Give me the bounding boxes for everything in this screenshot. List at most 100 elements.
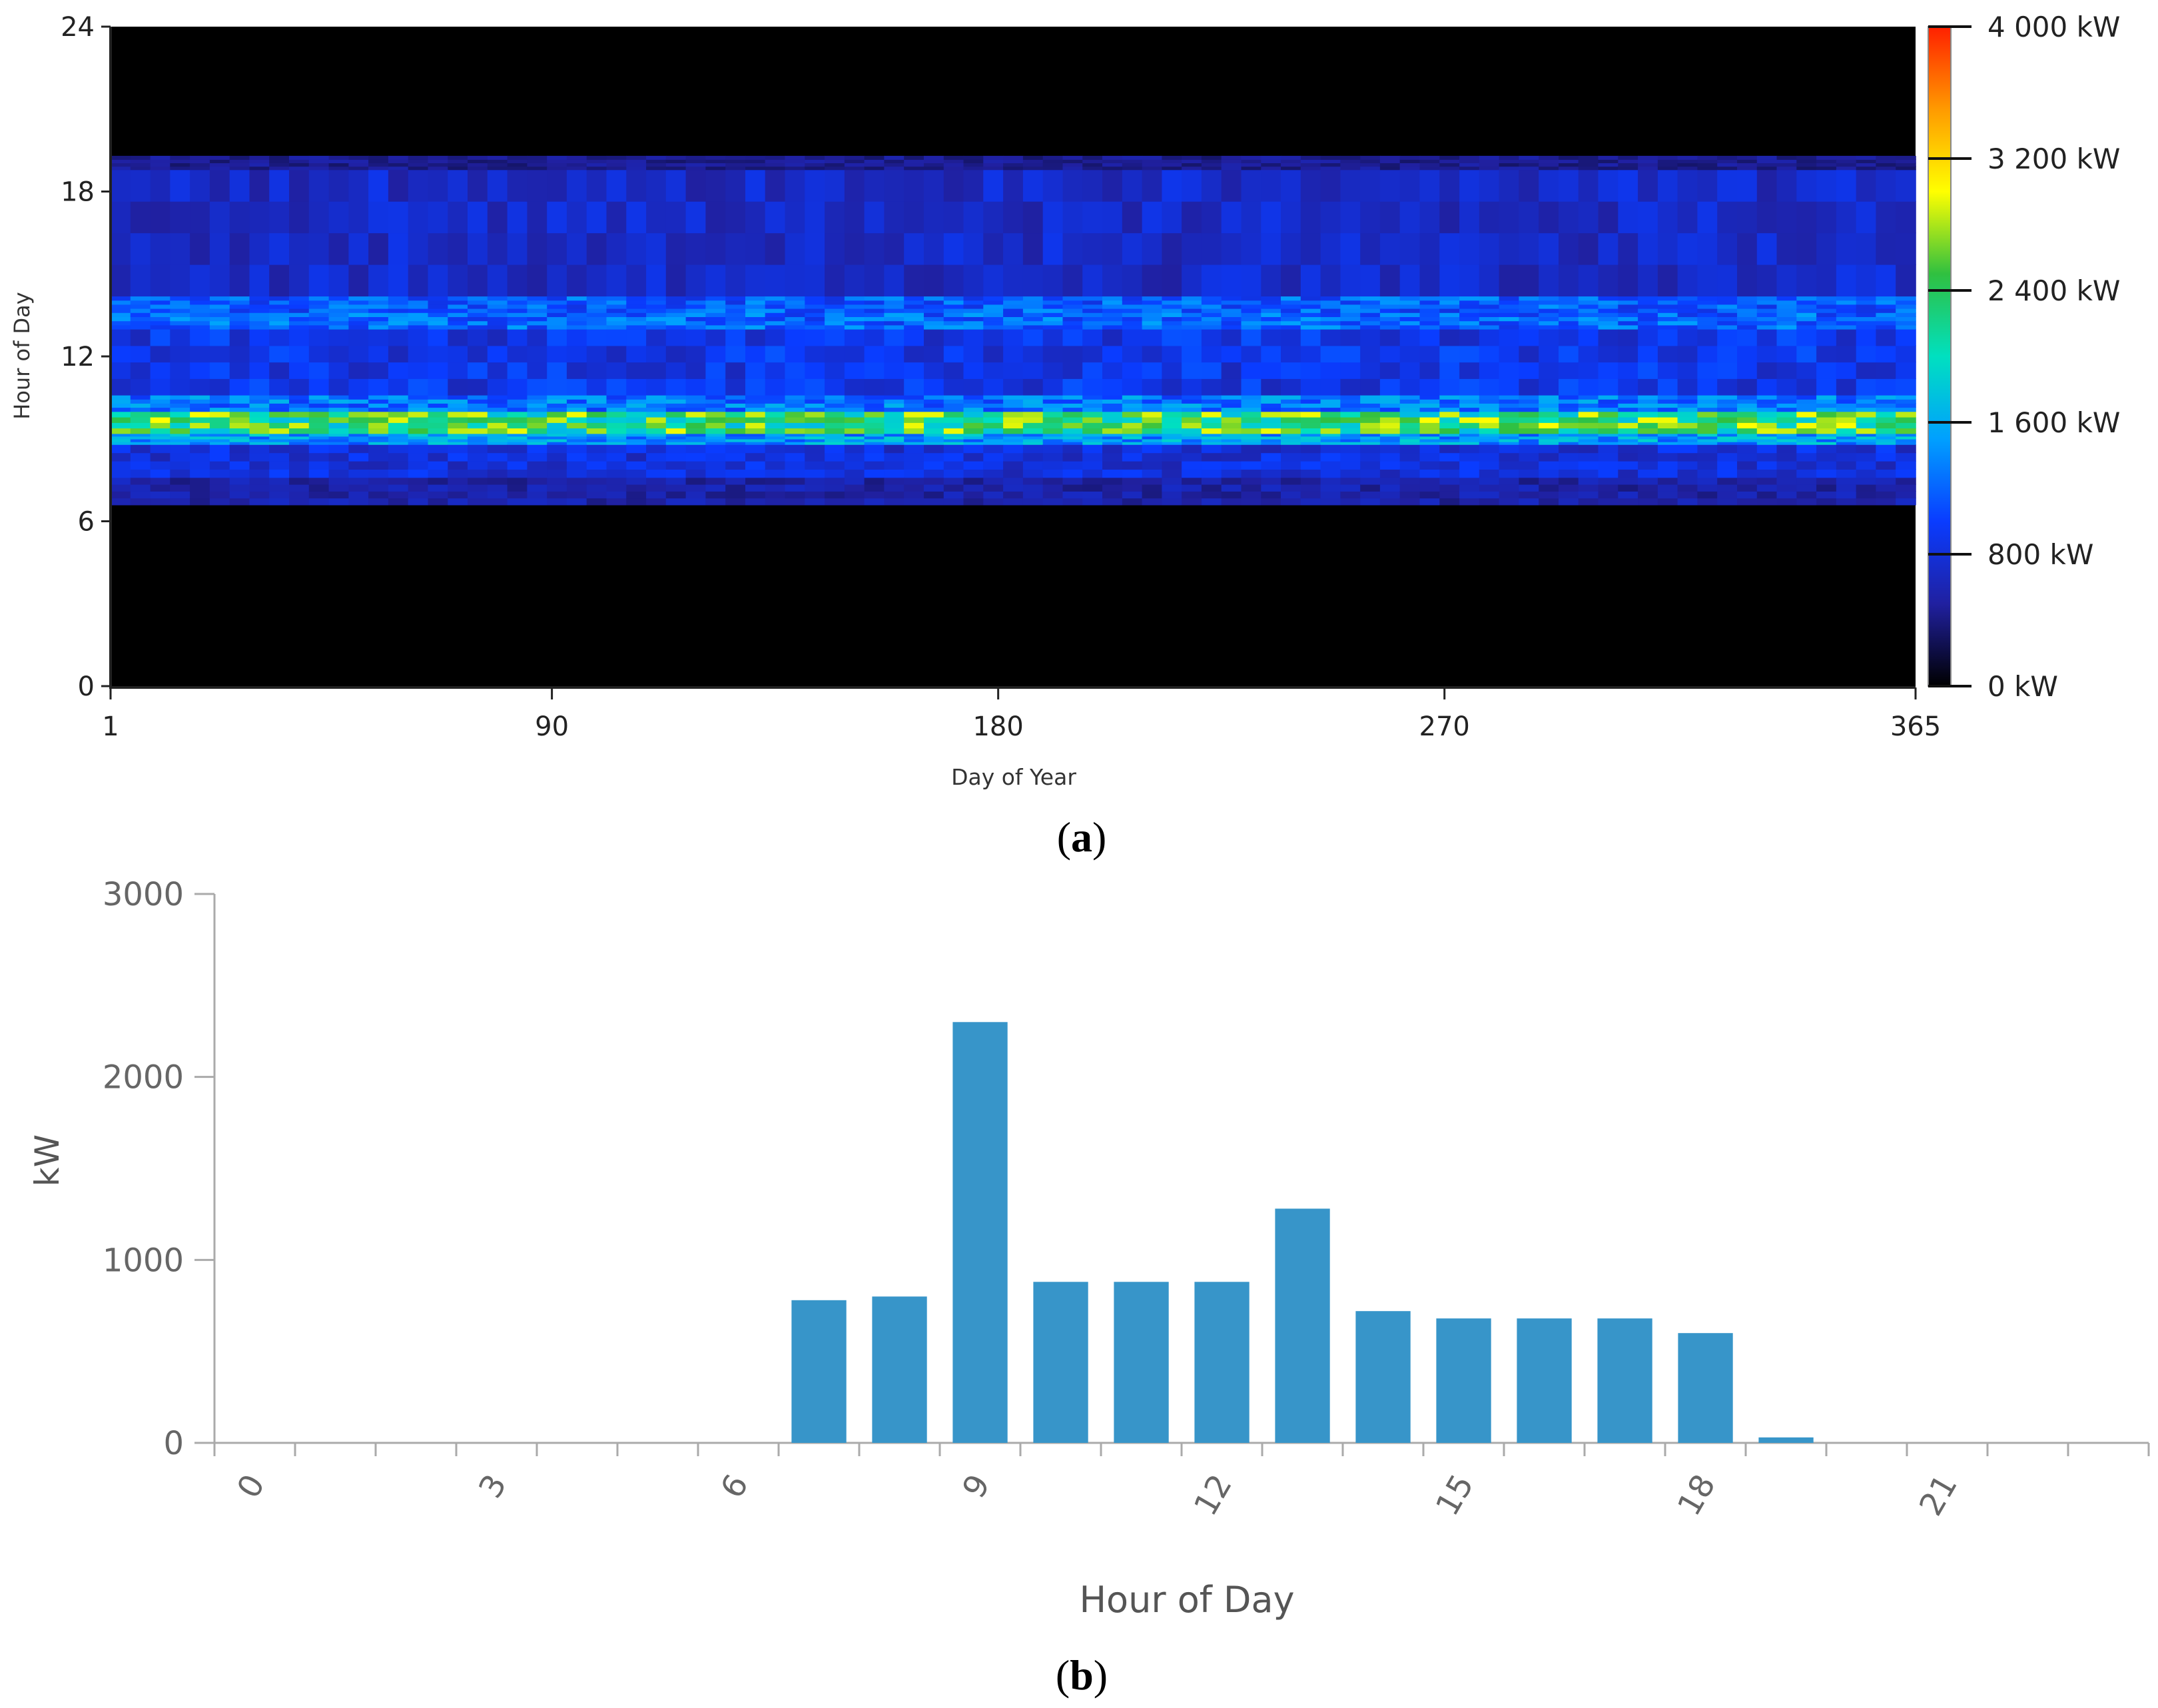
- heatmap-cell: [408, 436, 429, 440]
- heatmap-cell: [209, 378, 230, 396]
- heatmap-cell: [1142, 394, 1163, 400]
- heatmap-cell: [725, 316, 746, 322]
- heatmap-cell: [1261, 378, 1281, 396]
- heatmap-cell: [1598, 345, 1619, 363]
- heatmap-cell: [1261, 232, 1281, 265]
- heatmap-cell: [111, 452, 131, 462]
- heatmap-cell: [328, 362, 350, 379]
- heatmap-cell: [1816, 166, 1837, 171]
- heatmap-cell: [725, 436, 746, 440]
- heatmap-cell: [111, 300, 131, 305]
- heatmap-cell: [924, 159, 944, 163]
- heatmap-cell: [1281, 328, 1301, 346]
- heatmap-cell: [368, 407, 389, 412]
- heatmap-cell: [1876, 444, 1896, 454]
- heatmap-cell: [269, 411, 290, 418]
- heatmap-cell: [111, 362, 131, 379]
- heatmap-cell: [1539, 411, 1559, 418]
- heatmap-cell: [1677, 324, 1698, 330]
- heatmap-cell: [805, 324, 825, 330]
- heatmap-cell: [209, 312, 230, 317]
- heatmap-cell: [1379, 320, 1401, 326]
- heatmap-cell: [1519, 304, 1539, 309]
- heatmap-cell: [408, 201, 429, 234]
- heatmap-cell: [825, 264, 845, 296]
- heatmap-cell: [428, 166, 449, 171]
- heatmap-cell: [1737, 320, 1758, 326]
- heatmap-cell: [1320, 452, 1341, 462]
- heatmap-cell: [1439, 316, 1460, 322]
- heatmap-cell: [1697, 166, 1718, 171]
- heatmap-cell: [1876, 232, 1896, 265]
- heatmap-cell: [1320, 166, 1341, 171]
- heatmap-cell: [547, 304, 567, 309]
- heatmap-cell: [1519, 300, 1539, 305]
- heatmap-cell: [665, 169, 687, 202]
- heatmap-cell: [1399, 411, 1421, 418]
- heatmap-cell: [190, 312, 210, 317]
- heatmap-cell: [1756, 155, 1778, 160]
- heatmap-cell: [566, 498, 587, 506]
- heatmap-cell: [884, 491, 904, 499]
- heatmap-cell: [1201, 484, 1222, 492]
- heatmap-cell: [1439, 159, 1460, 163]
- heatmap-cell: [368, 436, 389, 440]
- heatmap-cell: [1241, 438, 1262, 442]
- heatmap-cell: [884, 328, 904, 346]
- heatmap-cell: [1300, 304, 1321, 309]
- heatmap-cell: [983, 469, 1004, 478]
- heatmap-cell: [1439, 166, 1460, 171]
- heatmap-cell: [983, 296, 1004, 301]
- heatmap-cell: [1241, 312, 1262, 317]
- heatmap-cell: [904, 394, 924, 400]
- heatmap-cell: [170, 345, 190, 363]
- heatmap-cell: [368, 416, 389, 423]
- heatmap-cell: [388, 411, 409, 418]
- heatmap-cell: [1657, 403, 1678, 408]
- heatmap-cell: [1142, 362, 1163, 379]
- heatmap-cell: [566, 232, 587, 265]
- heatmap-cell: [1241, 232, 1262, 265]
- heatmap-cell: [249, 169, 270, 202]
- heatmap-cell: [209, 477, 230, 485]
- heatmap-cell: [1003, 441, 1024, 445]
- heatmap-cell: [1479, 422, 1500, 429]
- heatmap-cell: [1776, 477, 1798, 485]
- heatmap-cell: [1142, 433, 1163, 437]
- heatmap-cell: [368, 296, 389, 301]
- heatmap-cell: [468, 484, 488, 492]
- heatmap-cell: [725, 320, 746, 326]
- heatmap-cell: [1559, 484, 1579, 492]
- heatmap-cell: [130, 169, 151, 202]
- heatmap-cell: [1340, 398, 1361, 404]
- heatmap-cell: [983, 308, 1004, 313]
- heatmap-cell: [209, 411, 230, 418]
- heatmap-cell: [924, 328, 944, 346]
- heatmap-cell: [1896, 324, 1916, 330]
- heatmap-cell: [1042, 155, 1064, 160]
- heatmap-cell: [1618, 407, 1638, 412]
- heatmap-cell: [1717, 438, 1738, 442]
- heatmap-cell: [884, 498, 904, 506]
- heatmap-cell: [308, 484, 330, 492]
- heatmap-cell: [308, 416, 330, 423]
- heatmap-cell: [1776, 312, 1798, 317]
- heatmap-cell: [1816, 324, 1837, 330]
- heatmap-cell: [1379, 441, 1401, 445]
- heatmap-cell: [1796, 484, 1817, 492]
- heatmap-cell: [527, 444, 547, 454]
- heatmap-cell: [229, 378, 250, 396]
- heatmap-cell: [1856, 394, 1877, 400]
- heatmap-cell: [1499, 316, 1520, 322]
- heatmap-cell: [547, 411, 567, 418]
- heatmap-cell: [844, 407, 865, 412]
- heatmap-cell: [368, 498, 389, 506]
- heatmap-cell: [665, 422, 687, 429]
- heatmap-cell: [249, 159, 270, 163]
- heatmap-cell: [665, 477, 687, 485]
- heatmap-cell: [269, 328, 290, 346]
- heatmap-cell: [527, 378, 547, 396]
- heatmap-cell: [1697, 378, 1718, 396]
- heatmap-cell: [448, 163, 468, 167]
- heatmap-cell: [1042, 422, 1064, 429]
